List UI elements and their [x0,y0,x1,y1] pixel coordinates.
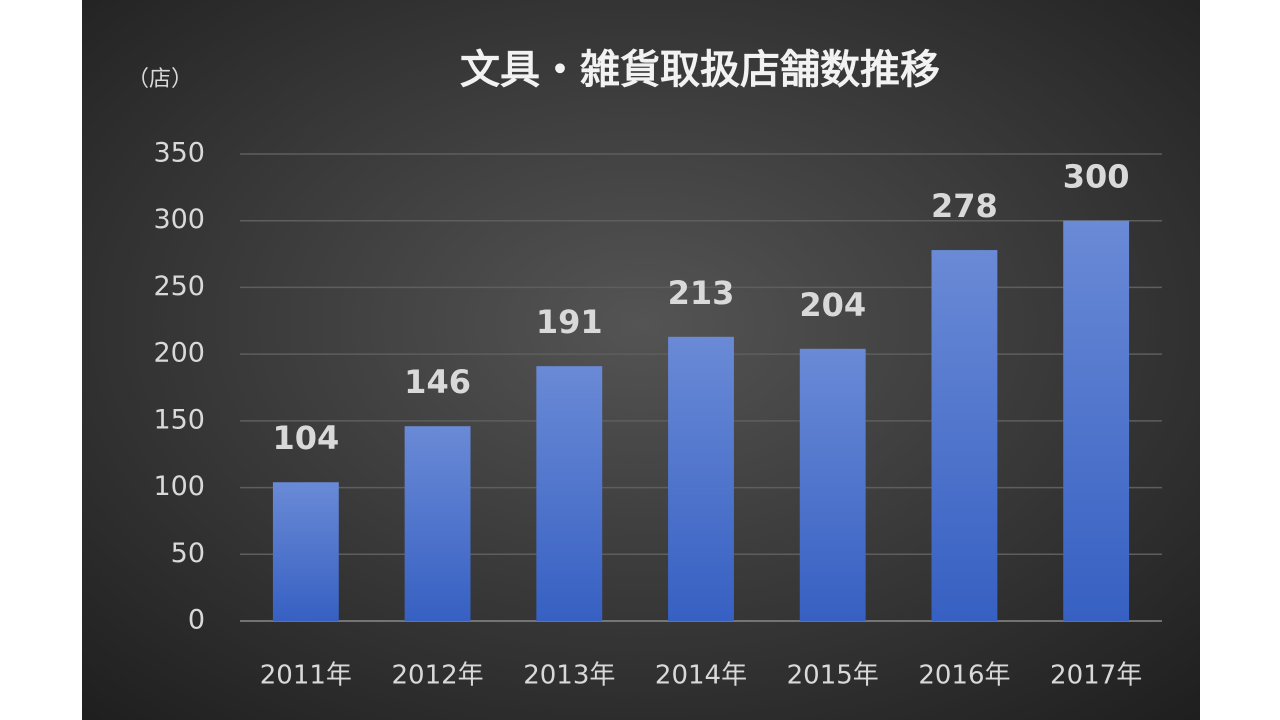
x-tick-label: 2017年 [1050,661,1142,691]
bar [1063,220,1130,621]
x-tick-label: 2013年 [523,661,615,691]
y-tick-label: 300 [153,204,205,235]
chart-title: 文具・雑貨取扱店舗数推移 [460,47,940,93]
y-tick-label: 150 [153,404,205,435]
y-tick-label: 50 [171,538,205,569]
y-tick-label: 200 [153,338,205,369]
data-label: 213 [668,274,735,312]
x-tick-label: 2014年 [655,661,747,691]
y-axis-label: （店） [127,67,193,92]
y-tick-label: 350 [153,138,205,169]
bar [799,348,866,621]
bar [404,426,471,621]
chart-background [82,0,1200,720]
data-label: 204 [799,286,866,324]
x-tick-label: 2011年 [260,661,352,691]
data-label: 191 [536,303,603,341]
x-tick-label: 2016年 [918,661,1010,691]
x-tick-label: 2012年 [391,661,483,691]
data-label: 300 [1063,158,1130,196]
y-tick-label: 250 [153,271,205,302]
bar [272,482,339,621]
y-tick-label: 100 [153,471,205,502]
data-label: 278 [931,187,998,225]
bar [668,336,734,621]
bar [536,366,603,621]
bar [931,250,998,621]
y-tick-label: 0 [188,605,205,636]
data-label: 104 [272,419,339,457]
x-tick-label: 2015年 [787,661,879,691]
data-label: 146 [404,363,471,401]
